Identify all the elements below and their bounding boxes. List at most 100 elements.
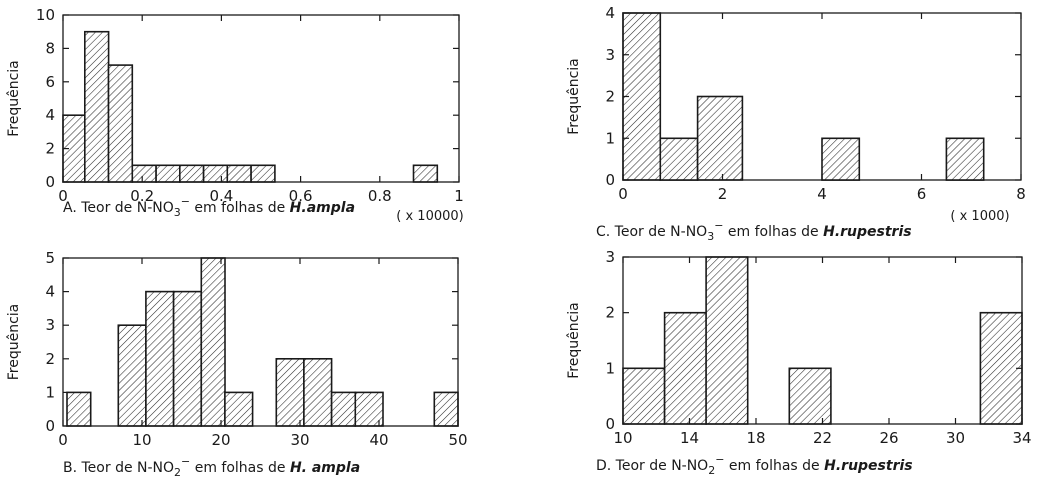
histogram-bar bbox=[696, 95, 744, 181]
y-tick-label: 0 bbox=[605, 171, 615, 189]
x-tick-label: 0.8 bbox=[368, 187, 392, 205]
caption-superscript: − bbox=[715, 453, 724, 466]
histogram-bar bbox=[663, 311, 707, 425]
y-tick-label: 2 bbox=[45, 140, 55, 158]
histogram-bar bbox=[622, 367, 666, 425]
x-tick-label: 34 bbox=[1012, 429, 1031, 447]
histogram-bar bbox=[172, 290, 203, 427]
histogram-bar bbox=[354, 391, 384, 427]
histogram-bar bbox=[979, 311, 1023, 425]
histogram-bar bbox=[303, 357, 333, 427]
caption-text: B. Teor de N-NO bbox=[63, 460, 174, 476]
caption-text: D. Teor de N-NO bbox=[596, 458, 708, 474]
x-tick-label: 40 bbox=[369, 431, 388, 449]
caption-species: H. ampla bbox=[290, 460, 360, 476]
x-tick-label: 0 bbox=[618, 185, 628, 203]
panel-caption: C. Teor de N-NO3− em folhas de H.rupestr… bbox=[596, 219, 912, 243]
x-tick-label: 20 bbox=[211, 431, 230, 449]
y-tick-label: 1 bbox=[45, 383, 55, 401]
histogram-bar bbox=[226, 164, 252, 183]
histogram-bar bbox=[659, 137, 699, 181]
histogram-bar bbox=[433, 391, 459, 427]
y-tick-label: 8 bbox=[45, 39, 55, 57]
y-tick-label: 0 bbox=[605, 415, 615, 433]
y-tick-label: 10 bbox=[36, 6, 55, 24]
histogram-bar bbox=[412, 164, 439, 183]
y-tick-label: 0 bbox=[45, 417, 55, 435]
y-tick-label: 3 bbox=[605, 248, 615, 266]
y-tick-label: 4 bbox=[45, 283, 55, 301]
x-tick-label: 4 bbox=[817, 185, 827, 203]
caption-text: C. Teor de N-NO bbox=[596, 224, 707, 240]
caption-text-mid: em folhas de bbox=[190, 200, 290, 216]
histogram-bar bbox=[107, 64, 134, 183]
x-tick-label: 30 bbox=[946, 429, 965, 447]
x-tick-label: 1 bbox=[454, 187, 464, 205]
panel-caption: D. Teor de N-NO2− em folhas de H.rupestr… bbox=[596, 453, 913, 477]
panel-caption: A. Teor de N-NO3− em folhas de H.ampla bbox=[63, 195, 355, 219]
x-tick-label: 26 bbox=[879, 429, 898, 447]
y-tick-label: 4 bbox=[45, 106, 55, 124]
histogram-bar bbox=[705, 256, 749, 425]
x-tick-label: 8 bbox=[1016, 185, 1026, 203]
caption-species: H.ampla bbox=[290, 200, 355, 216]
caption-subscript: 2 bbox=[708, 464, 715, 477]
caption-text-mid: em folhas de bbox=[723, 224, 823, 240]
histogram-bar bbox=[250, 164, 276, 183]
caption-superscript: − bbox=[181, 195, 190, 208]
x-tick-label: 2 bbox=[718, 185, 728, 203]
caption-species: H.rupestris bbox=[823, 224, 911, 240]
axis-multiplier: ( x 1000) bbox=[950, 209, 1009, 224]
histogram-bar bbox=[155, 164, 181, 183]
x-tick-label: 0 bbox=[58, 431, 68, 449]
y-axis-label: Frequência bbox=[6, 60, 22, 137]
y-tick-label: 3 bbox=[605, 46, 615, 64]
caption-subscript: 3 bbox=[174, 206, 181, 219]
histogram-bar bbox=[330, 391, 357, 427]
y-tick-label: 1 bbox=[605, 359, 615, 377]
caption-species: H.rupestris bbox=[824, 458, 912, 474]
histogram-bar bbox=[224, 391, 254, 427]
x-tick-label: 22 bbox=[813, 429, 832, 447]
histogram-bar bbox=[821, 137, 861, 181]
histogram-bar bbox=[200, 257, 226, 427]
histogram-bar bbox=[179, 164, 205, 183]
histogram-bar bbox=[202, 164, 229, 183]
x-tick-label: 30 bbox=[290, 431, 309, 449]
caption-text-mid: em folhas de bbox=[190, 460, 290, 476]
y-tick-label: 1 bbox=[605, 129, 615, 147]
chart-panel-d: 10 14 18 22 26 30 34 0 1 2 3 Frequência D. Teor de N… bbox=[566, 248, 1032, 477]
y-tick-label: 6 bbox=[45, 73, 55, 91]
y-axis-label: Frequência bbox=[566, 302, 582, 379]
histogram-bar bbox=[117, 324, 147, 427]
chart-panel-b: 0 10 20 30 40 50 0 1 2 3 4 5 Frequência B. Teor de N-… bbox=[6, 249, 468, 479]
caption-superscript: − bbox=[181, 455, 190, 468]
x-tick-label: 0.6 bbox=[289, 187, 313, 205]
histogram-bar bbox=[84, 30, 110, 183]
caption-text: A. Teor de N-NO bbox=[63, 200, 174, 216]
axis-multiplier: ( x 10000) bbox=[396, 209, 463, 224]
y-tick-label: 2 bbox=[605, 88, 615, 106]
y-axis-label: Frequência bbox=[566, 58, 582, 135]
caption-subscript: 2 bbox=[174, 466, 181, 479]
x-tick-label: 0.4 bbox=[209, 187, 233, 205]
plot-frame bbox=[62, 14, 460, 183]
y-tick-label: 2 bbox=[605, 304, 615, 322]
histogram-bar bbox=[145, 290, 175, 427]
y-tick-label: 0 bbox=[45, 173, 55, 191]
y-tick-label: 5 bbox=[45, 249, 55, 267]
x-tick-label: 18 bbox=[746, 429, 765, 447]
histogram-bar bbox=[131, 164, 157, 183]
histogram-bar bbox=[788, 367, 832, 425]
caption-superscript: − bbox=[714, 219, 723, 232]
histogram-bar bbox=[275, 357, 305, 427]
y-tick-label: 2 bbox=[45, 350, 55, 368]
plot-frame bbox=[62, 257, 459, 427]
x-tick-label: 10 bbox=[132, 431, 151, 449]
y-tick-label: 4 bbox=[605, 4, 615, 22]
x-tick-label: 50 bbox=[448, 431, 467, 449]
caption-text-mid: em folhas de bbox=[724, 458, 824, 474]
